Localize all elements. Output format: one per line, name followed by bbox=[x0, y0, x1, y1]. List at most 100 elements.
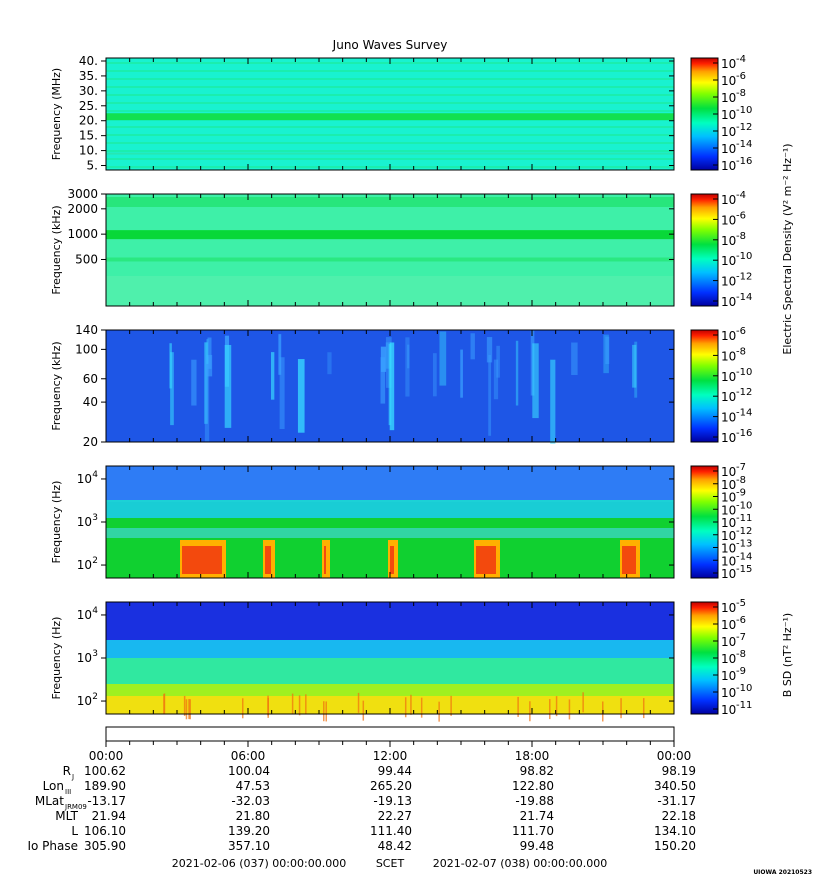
ephemeris-value: 106.10 bbox=[84, 824, 126, 838]
colorbar-tick-base: 10 bbox=[721, 635, 736, 649]
intense-region bbox=[324, 546, 326, 574]
colorbar-tick-base: 10 bbox=[721, 329, 736, 343]
colorbar-tick-exponent: -11 bbox=[736, 513, 752, 524]
y-tick-label: 100 bbox=[75, 342, 98, 356]
ephemeris-row: R J 100.62 100.04 99.44 98.82 98.19 bbox=[63, 764, 696, 781]
emission-band bbox=[106, 257, 674, 262]
colorbar-tick-exponent: -16 bbox=[736, 156, 752, 167]
y-tick-exponent: 3 bbox=[92, 513, 98, 523]
burst-streak bbox=[191, 359, 197, 406]
burst-streak bbox=[555, 696, 558, 717]
ephemeris-value: 150.20 bbox=[654, 839, 696, 853]
burst-streak bbox=[550, 359, 556, 444]
colorbar-tick-exponent: -9 bbox=[736, 488, 746, 499]
emission-band bbox=[106, 78, 674, 80]
burst-streak bbox=[297, 359, 305, 433]
emission-band bbox=[106, 86, 674, 88]
ephemeris-value: 265.20 bbox=[370, 779, 412, 793]
colorbar-tick-base: 10 bbox=[721, 567, 736, 581]
colorbar-tick-exponent: -13 bbox=[736, 539, 752, 550]
ephemeris-value: 340.50 bbox=[654, 779, 696, 793]
colorbar-tick-exponent: -6 bbox=[736, 210, 746, 221]
burst-streak bbox=[410, 694, 412, 715]
y-tick-label: 15. bbox=[79, 129, 98, 143]
colorbar-tick-base: 10 bbox=[721, 193, 736, 207]
ephemeris-value: 48.42 bbox=[378, 839, 412, 853]
colorbar-tick-exponent: -9 bbox=[736, 666, 746, 677]
colorbar-tick-exponent: -12 bbox=[736, 272, 752, 283]
ephemeris-value: 21.74 bbox=[520, 809, 554, 823]
emission-band bbox=[106, 142, 674, 144]
ephemeris-value: -13.17 bbox=[87, 794, 126, 808]
ephemeris-value: 122.80 bbox=[512, 779, 554, 793]
colorbar-tick-exponent: -14 bbox=[736, 408, 752, 419]
colorbar-tick-exponent: -4 bbox=[736, 54, 746, 65]
burst-streak bbox=[380, 357, 386, 404]
intense-region bbox=[622, 546, 636, 574]
emission-band bbox=[106, 152, 674, 155]
burst-streak bbox=[496, 345, 500, 378]
colorbar-tick-exponent: -8 bbox=[736, 231, 746, 242]
burst-streak bbox=[189, 699, 191, 720]
burst-streak bbox=[185, 699, 188, 720]
burst-streak bbox=[183, 695, 186, 716]
y-tick-label: 10 bbox=[77, 558, 92, 572]
ephemeris-value: 111.70 bbox=[512, 824, 554, 838]
burst-streak bbox=[270, 352, 275, 400]
ephemeris-label: R bbox=[63, 764, 71, 778]
colorbar-tick-exponent: -8 bbox=[736, 475, 746, 486]
ephemeris-row: MLT 21.94 21.80 22.27 21.74 22.18 bbox=[55, 809, 696, 823]
y-tick-label: 3000 bbox=[67, 187, 98, 201]
colorbar-tick-base: 10 bbox=[721, 275, 736, 289]
intense-region bbox=[265, 546, 271, 574]
colorbar-tick-base: 10 bbox=[721, 529, 736, 543]
burst-streak bbox=[407, 344, 410, 369]
y-tick-label: 10. bbox=[79, 144, 98, 158]
burst-streak bbox=[450, 695, 452, 716]
ephemeris-value: -32.03 bbox=[231, 794, 270, 808]
emission-line bbox=[106, 113, 674, 121]
ephemeris-value: 189.90 bbox=[84, 779, 126, 793]
y-tick-label: 2000 bbox=[67, 202, 98, 216]
colorbar-tick-exponent: -10 bbox=[736, 105, 752, 116]
ephemeris-value: 21.80 bbox=[236, 809, 270, 823]
colorbar-tick-exponent: -7 bbox=[736, 462, 746, 473]
ephemeris-label: MLat bbox=[35, 794, 64, 808]
y-tick-label: 40. bbox=[79, 54, 98, 68]
ephemeris-value: 99.44 bbox=[378, 764, 412, 778]
burst-streak bbox=[405, 337, 410, 397]
colorbar-tick-exponent: -10 bbox=[736, 683, 752, 694]
colorbar-tick-base: 10 bbox=[721, 108, 736, 122]
colorbar-tick-base: 10 bbox=[721, 431, 736, 445]
emission-band bbox=[106, 640, 674, 658]
burst-streak bbox=[362, 700, 365, 721]
y-tick-exponent: 4 bbox=[92, 606, 98, 616]
colorbar-tick-base: 10 bbox=[721, 390, 736, 404]
ephemeris-label-subscript: III bbox=[65, 788, 71, 796]
emission-band bbox=[106, 110, 674, 112]
colorbar-tick-exponent: -14 bbox=[736, 551, 752, 562]
ephemeris-value: 305.90 bbox=[84, 839, 126, 853]
colorbar-tick-base: 10 bbox=[721, 254, 736, 268]
colorbar-tick-exponent: -8 bbox=[736, 88, 746, 99]
emission-band bbox=[106, 94, 674, 96]
time-axis: 00:00 06:00 12:00 18:00 00:00 bbox=[89, 741, 691, 763]
burst-streak bbox=[634, 341, 638, 398]
colorbar-tick-exponent: -14 bbox=[736, 292, 752, 303]
ephemeris-value: -19.88 bbox=[515, 794, 554, 808]
ephemeris-value: 21.94 bbox=[92, 809, 126, 823]
burst-streak bbox=[470, 333, 475, 360]
ephemeris-value: 100.62 bbox=[84, 764, 126, 778]
colorbar-tick-base: 10 bbox=[721, 478, 736, 492]
colorbar-tick-base: 10 bbox=[721, 159, 736, 173]
burst-streak bbox=[163, 693, 166, 714]
intense-region bbox=[476, 546, 496, 574]
burst-streak bbox=[620, 698, 622, 719]
colorbar-tick-exponent: -10 bbox=[736, 367, 752, 378]
burst-streak bbox=[170, 352, 174, 426]
burst-streak bbox=[305, 694, 307, 715]
